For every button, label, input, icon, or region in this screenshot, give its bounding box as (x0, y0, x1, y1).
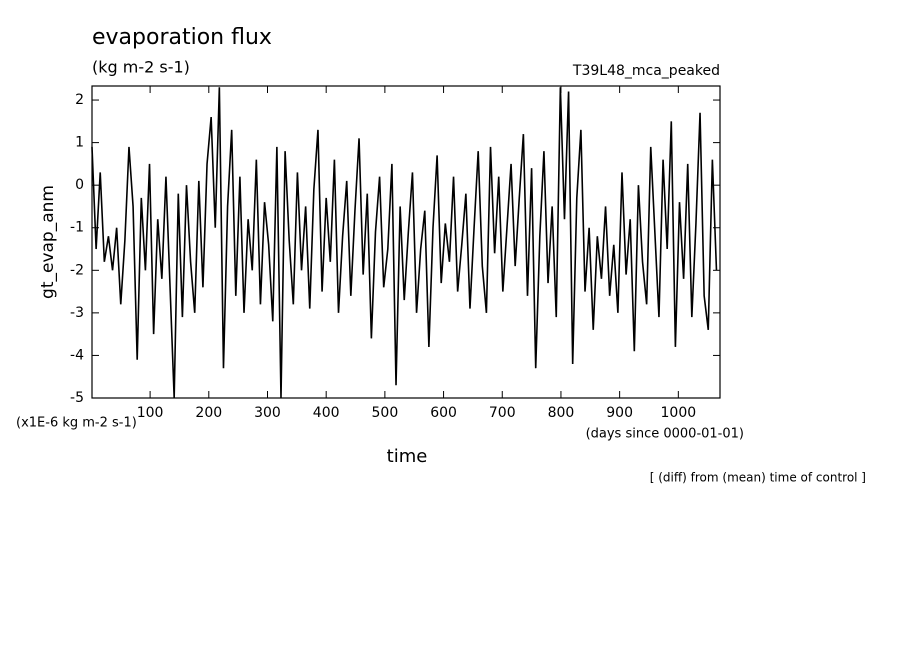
y-tick-label: -1 (70, 220, 84, 236)
y-tick-label: -5 (70, 390, 84, 406)
y-tick-label: 1 (75, 135, 84, 151)
y-tick-label: -3 (70, 305, 84, 321)
y-tick-label: 0 (75, 177, 84, 193)
x-tick-label: 200 (195, 405, 222, 421)
x-tick-label: 1000 (661, 405, 697, 421)
x-tick-label: 800 (548, 405, 575, 421)
y-axis-label: gt_evap_anm (38, 185, 58, 299)
chart-title: evaporation flux (92, 25, 272, 50)
x-axis-label: time (387, 446, 428, 467)
y-tick-label: -2 (70, 262, 84, 278)
x-tick-label: 100 (137, 405, 164, 421)
y-tick-label: 2 (75, 92, 84, 108)
x-tick-label: 500 (372, 405, 399, 421)
plot-frame (91, 85, 721, 399)
data-line (91, 87, 718, 399)
y-axis-unit: (x1E-6 kg m-2 s-1) (16, 416, 137, 431)
y-tick-label: -4 (70, 347, 84, 363)
x-tick-label: 600 (430, 405, 457, 421)
x-tick-label: 900 (606, 405, 633, 421)
note: [ (diff) from (mean) time of control ] (650, 471, 866, 485)
x-tick-label: 300 (254, 405, 281, 421)
x-tick-label: 400 (313, 405, 340, 421)
chart-subtitle: (kg m-2 s-1) (92, 58, 190, 77)
run-label: T39L48_mca_peaked (572, 63, 720, 79)
x-tick-label: 700 (489, 405, 516, 421)
x-axis-unit: (days since 0000-01-01) (586, 427, 744, 442)
